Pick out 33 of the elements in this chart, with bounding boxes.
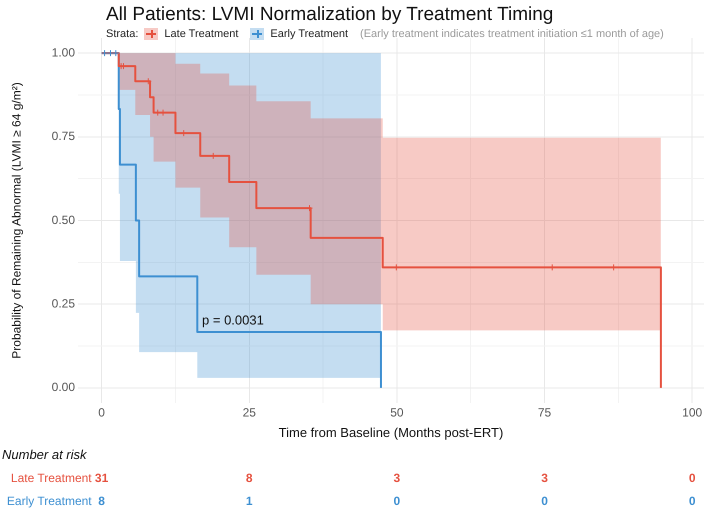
legend-label: Late Treatment — [164, 28, 238, 40]
point — [112, 50, 120, 57]
y-tick-label: 1.00 — [52, 45, 76, 60]
x-tick-label: 50 — [390, 406, 404, 420]
x-tick-label: 75 — [538, 406, 552, 420]
y-tick-label: 0.75 — [52, 129, 76, 144]
x-axis-title: Time from Baseline (Months post-ERT) — [278, 424, 504, 440]
legend-title: Strata: — [106, 28, 138, 40]
annotation: p = 0.0031 — [202, 312, 264, 328]
x-tick-label: 25 — [242, 406, 256, 420]
x-tick-label: 100 — [682, 406, 703, 420]
annotation: (Early treatment indicates treatment initiation ≤1 month of age) — [360, 28, 664, 40]
text: 0 — [394, 494, 400, 508]
text: 8 — [98, 494, 105, 508]
text: 8 — [246, 471, 253, 485]
y-axis-title: Probability of Remaining Abnormal (LVMI ≥ 64 g/m²) — [10, 82, 24, 359]
chart-title: All Patients: LVMI Normalization by Treatment Timing — [106, 4, 554, 26]
x-tick-label: 0 — [98, 406, 106, 420]
y-tick-label: 0.00 — [52, 380, 76, 394]
text: 1 — [246, 494, 253, 508]
text: 0 — [541, 494, 548, 508]
point — [106, 50, 114, 57]
text: 0 — [688, 471, 696, 485]
text: 3 — [541, 471, 548, 485]
text: 3 — [394, 471, 400, 485]
legend-label: Early Treatment — [270, 28, 348, 40]
text: 31 — [94, 471, 108, 485]
text: 0 — [688, 494, 696, 508]
category-label: Early Treatment — [6, 494, 92, 508]
text: Number at risk — [2, 447, 87, 462]
y-tick-label: 0.25 — [52, 296, 76, 311]
y-tick-label: 0.50 — [52, 212, 76, 227]
category-label: Late Treatment — [10, 471, 92, 485]
